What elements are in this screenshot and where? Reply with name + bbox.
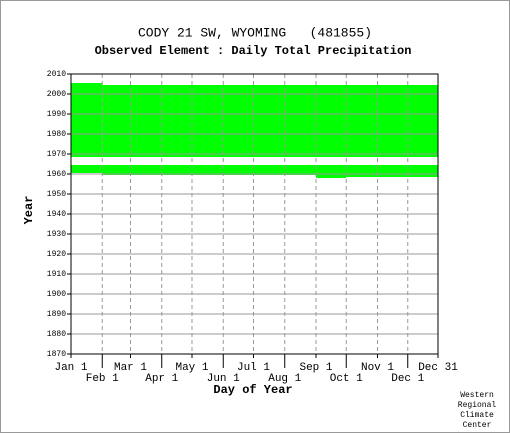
chart-title: CODY 21 SW, WYOMING (481855) xyxy=(138,25,372,40)
x-tick-label: Aug 1 xyxy=(268,373,301,385)
y-tick-label: 1870 xyxy=(47,350,66,359)
x-tick-label: May 1 xyxy=(175,362,208,374)
coverage-block xyxy=(102,85,438,157)
y-tick-label: 1970 xyxy=(47,150,66,159)
x-tick-label: Oct 1 xyxy=(330,373,363,385)
credit-line: Center xyxy=(463,421,492,430)
y-tick-label: 1990 xyxy=(47,110,66,119)
x-tick-label: Jan 1 xyxy=(54,362,87,374)
y-tick-label: 1890 xyxy=(47,310,66,319)
credit-line: Climate xyxy=(460,411,494,420)
y-tick-label: 1920 xyxy=(47,250,66,259)
coverage-block xyxy=(71,83,103,157)
credit-line: Regional xyxy=(458,401,497,410)
credit-line: Western xyxy=(460,391,494,400)
y-tick-label: 1880 xyxy=(47,330,66,339)
y-tick-label: 1960 xyxy=(47,170,66,179)
x-tick-label: Sep 1 xyxy=(299,362,332,374)
x-tick-label: Jun 1 xyxy=(207,373,240,385)
plot-border xyxy=(70,73,439,355)
x-tick-label: Jul 1 xyxy=(237,362,270,374)
y-tick-label: 1940 xyxy=(47,210,66,219)
x-axis-label: Day of Year xyxy=(213,383,292,397)
y-tick-label: 2010 xyxy=(47,70,66,79)
x-tick-label: Dec 1 xyxy=(391,373,424,385)
y-tick-label: 1980 xyxy=(47,130,66,139)
y-tick-label: 1930 xyxy=(47,230,66,239)
chart-subtitle: Observed Element : Daily Total Precipita… xyxy=(95,44,412,58)
x-tick-label: Feb 1 xyxy=(86,373,119,385)
y-tick-label: 1910 xyxy=(47,270,66,279)
x-tick-label: Mar 1 xyxy=(114,362,147,374)
y-axis-label: Year xyxy=(22,196,36,225)
x-tick-label: Dec 31 xyxy=(418,362,458,374)
y-tick-label: 1950 xyxy=(47,190,66,199)
coverage-block xyxy=(71,165,438,173)
coverage-block xyxy=(316,173,347,178)
x-tick-label: Nov 1 xyxy=(361,362,394,374)
coverage-block xyxy=(346,173,438,177)
x-tick-label: Apr 1 xyxy=(145,373,178,385)
y-tick-label: 2000 xyxy=(47,90,66,99)
y-tick-label: 1900 xyxy=(47,290,66,299)
